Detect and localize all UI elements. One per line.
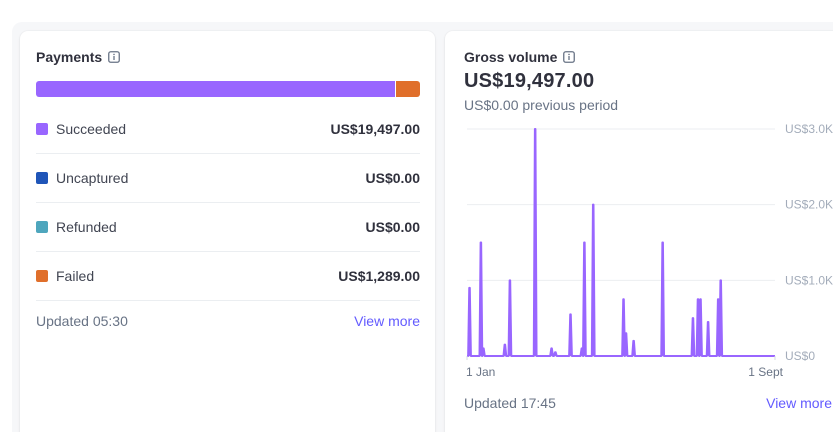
legend-value: US$0.00 [365, 170, 420, 186]
legend-row-left: Failed [36, 268, 94, 284]
legend-swatch [36, 270, 48, 282]
payments-view-more-link[interactable]: View more [354, 313, 420, 329]
info-icon[interactable] [108, 51, 121, 63]
payments-updated: Updated 05:30 [36, 313, 128, 329]
legend-row-uncaptured[interactable]: Uncaptured US$0.00 [36, 154, 420, 203]
legend-row-left: Uncaptured [36, 170, 128, 186]
x-tick-label: 1 Jan [466, 365, 495, 379]
gross-volume-view-more-link[interactable]: View more [766, 395, 832, 411]
gross-volume-line [467, 128, 775, 357]
legend-row-failed[interactable]: Failed US$1,289.00 [36, 252, 420, 301]
legend-row-succeeded[interactable]: Succeeded US$19,497.00 [36, 105, 420, 154]
info-icon[interactable] [563, 51, 576, 63]
gross-volume-value: US$19,497.00 [464, 70, 595, 92]
y-tick-label: US$2.0K [785, 198, 833, 212]
payments-title: Payments [36, 49, 121, 65]
gross-volume-title: Gross volume [464, 49, 576, 65]
gross-volume-card: Gross volume US$19,497.00 US$0.00 previo… [445, 31, 833, 432]
stacked-bar-segment-failed[interactable] [396, 81, 420, 97]
y-tick-label: US$0 [785, 349, 815, 363]
gross-volume-updated: Updated 17:45 [464, 395, 556, 411]
legend-label: Failed [56, 268, 95, 284]
gross-volume-previous-period: US$0.00 previous period [464, 97, 619, 113]
gross-volume-area [467, 129, 775, 356]
gross-volume-chart[interactable]: US$0 US$1.0K US$2.0K US$3.0K 1 Jan 1 Sept [445, 31, 833, 391]
legend-swatch [36, 221, 48, 233]
payments-title-text: Payments [36, 49, 103, 65]
y-tick-label: US$3.0K [785, 122, 833, 136]
legend-row-refunded[interactable]: Refunded US$0.00 [36, 203, 420, 252]
stacked-bar-segment-succeeded[interactable] [36, 81, 396, 97]
legend-value: US$19,497.00 [330, 121, 420, 137]
legend-row-left: Refunded [36, 219, 117, 235]
legend-row-left: Succeeded [36, 121, 126, 137]
stacked-bar-separator [395, 81, 397, 97]
legend-value: US$1,289.00 [338, 268, 420, 284]
x-tick-label: 1 Sept [748, 365, 783, 379]
legend-label: Uncaptured [56, 170, 129, 186]
payments-card: Payments Succeeded US$19,497.00 Uncaptured… [20, 31, 435, 432]
payments-stacked-bar[interactable] [36, 81, 420, 97]
legend-label: Refunded [56, 219, 117, 235]
y-tick-label: US$1.0K [785, 273, 833, 287]
legend-swatch [36, 123, 48, 135]
gross-volume-title-text: Gross volume [464, 49, 558, 65]
payments-footer: Updated 05:30 View more [36, 313, 420, 329]
legend-label: Succeeded [56, 121, 127, 137]
legend-swatch [36, 172, 48, 184]
gross-volume-footer: Updated 17:45 View more [464, 395, 832, 411]
legend-value: US$0.00 [365, 219, 420, 235]
